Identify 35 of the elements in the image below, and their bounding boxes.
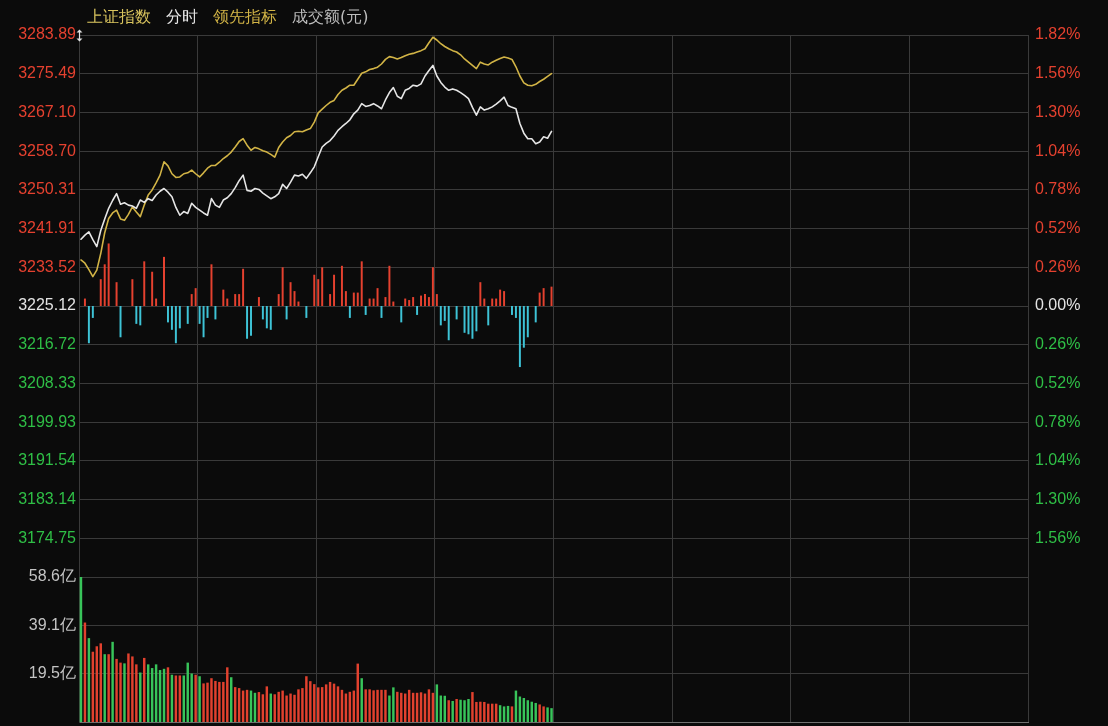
y3-tick-label: 58.6亿 (28, 567, 76, 585)
y2-tick-label: 0.26% (1035, 335, 1081, 353)
y-tick-label: 3216.72 (18, 335, 77, 353)
y-tick-label: 3241.91 (18, 218, 77, 236)
text: 领先指标 (213, 6, 277, 28)
y2-tick-label: 1.30% (1035, 102, 1081, 120)
y3-axis-title: 成交额(元) (292, 6, 369, 28)
y2-tick-label: 1.56% (1035, 528, 1081, 546)
y-tick-label: 3233.52 (18, 257, 77, 275)
y2-tick-label: 0.52% (1035, 373, 1081, 391)
y-tick-label: 3283.89 (18, 25, 77, 43)
y2-tick-label: 1.82% (1035, 25, 1081, 43)
y2-tick-label: 1.04% (1035, 451, 1081, 469)
y2-tick-label: 1.30% (1035, 489, 1081, 507)
y-tick-label: 3267.10 (18, 102, 77, 120)
y3-tick-label: 39.1亿 (28, 615, 76, 633)
y-tick-label: 3191.54 (18, 451, 77, 469)
y2-tick-label: 0.00% (1035, 296, 1081, 314)
y2-tick-label: 1.56% (1035, 64, 1081, 82)
y-tick-label: 3208.33 (18, 373, 77, 391)
text: 分时 (166, 6, 198, 28)
y-tick-label: 3275.49 (18, 64, 77, 82)
y-tick-label: 3225.12 (18, 296, 77, 314)
chart-title: 上证指数 (87, 6, 151, 28)
y2-tick-label: 0.78% (1035, 180, 1081, 198)
y-tick-label: 3258.70 (18, 141, 77, 159)
y2-tick-label: 1.04% (1035, 141, 1081, 159)
y2-tick-label: 0.78% (1035, 412, 1081, 430)
y2-tick-label: 0.26% (1035, 257, 1081, 275)
y-tick-label: 3183.14 (18, 489, 77, 507)
y-tick-label: 3174.75 (18, 528, 77, 546)
y2-tick-label: 0.52% (1035, 218, 1081, 236)
y-tick-label: 3199.93 (18, 412, 77, 430)
y3-tick-label: 19.5亿 (28, 664, 76, 682)
y-tick-label: 3250.31 (18, 180, 77, 198)
